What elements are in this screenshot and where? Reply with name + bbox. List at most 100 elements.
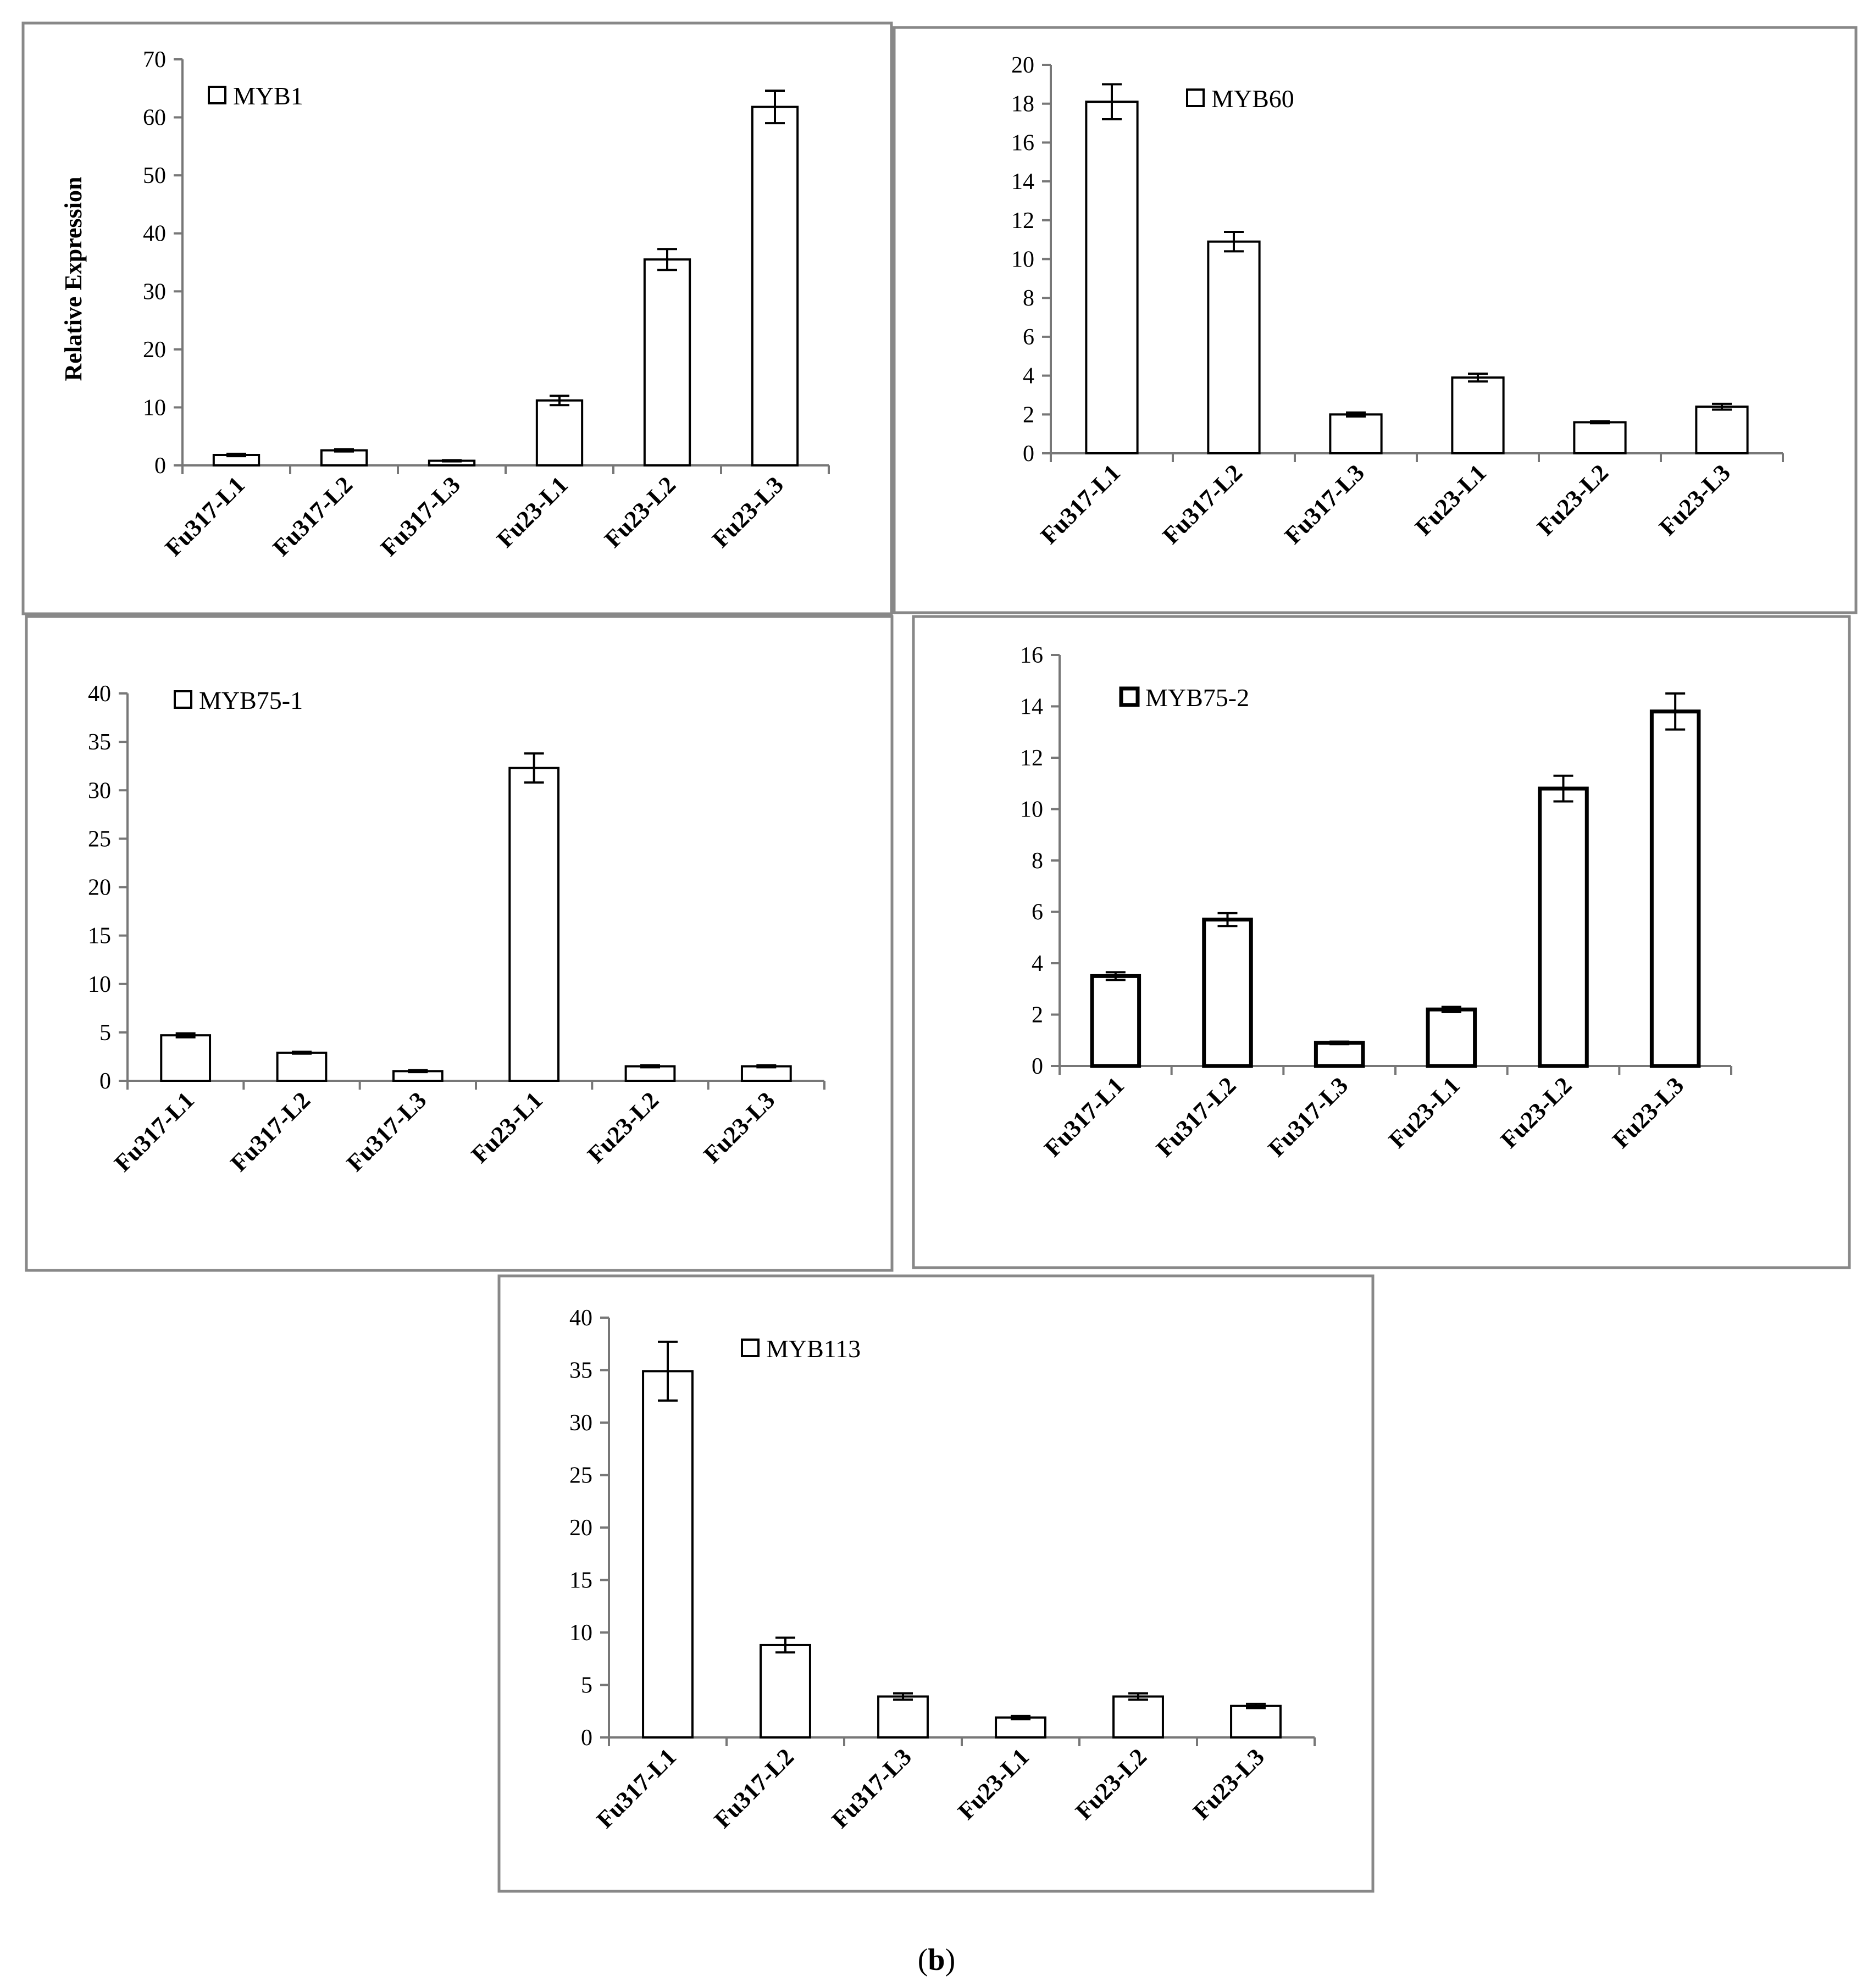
chart-myb75-1: 0 5 10 15 20 25 30 35 40 Fu317-L1 Fu317-L2 Fu317-L3… [88, 681, 825, 1177]
legend-label: MYB75-2 [1145, 684, 1249, 712]
category-label: Fu317-L2 [1151, 1071, 1241, 1162]
y-tick-label: 10 [88, 972, 111, 997]
bar [1202, 918, 1253, 1068]
category-label: Fu317-L3 [341, 1086, 431, 1176]
category-label: Fu23-L2 [1532, 459, 1614, 541]
bar [508, 767, 560, 1082]
figure-caption: (b) [918, 1943, 955, 1977]
category-label: Fu23-L1 [491, 471, 573, 553]
y-tick-label: 20 [1011, 53, 1034, 78]
y-tick-label: 20 [88, 875, 111, 901]
category-label: Fu23-L2 [599, 471, 681, 553]
bar [751, 105, 799, 467]
category-label: Fu23-L3 [1654, 459, 1736, 541]
chart-myb60: 0 2 4 6 8 10 12 14 16 18 20 Fu317-L1 Fu317-L2 Fu317-L… [1011, 53, 1784, 549]
legend-label: MYB113 [766, 1335, 861, 1363]
y-tick-label: 8 [1023, 286, 1034, 311]
bar [1573, 421, 1627, 455]
category-label: Fu317-L1 [109, 1086, 199, 1176]
bar [740, 1065, 792, 1082]
legend-label: MYB75-1 [199, 686, 303, 714]
bar [995, 1716, 1046, 1739]
y-tick-label: 14 [1011, 169, 1034, 195]
category-label: Fu23-L3 [707, 471, 789, 553]
bar [877, 1695, 929, 1739]
bar [760, 1643, 811, 1739]
category-label: Fu23-L1 [1383, 1071, 1465, 1153]
bar [276, 1051, 328, 1082]
legend-swatch [1119, 686, 1140, 707]
legend-label: MYB1 [233, 82, 303, 110]
legend-swatch [741, 1339, 760, 1357]
y-tick-label: 20 [143, 337, 166, 363]
bar [1230, 1704, 1282, 1739]
chart-myb75-2: 0 2 4 6 8 10 12 14 16 Fu317-L1 Fu317-L2 Fu317-L3 Fu2… [1020, 643, 1732, 1162]
bar [642, 1370, 694, 1739]
y-tick-label: 10 [569, 1620, 592, 1646]
category-label: Fu317-L3 [1279, 459, 1370, 549]
bar [1112, 1695, 1164, 1739]
bar [535, 399, 584, 467]
y-tick-label: 14 [1020, 695, 1043, 720]
y-tick-label: 25 [569, 1463, 592, 1489]
y-tick-label: 35 [88, 730, 111, 755]
bar [1207, 240, 1261, 454]
y-tick-label: 2 [1023, 402, 1034, 427]
panel-frame-myb1 [21, 21, 893, 615]
category-label: Fu23-L3 [1607, 1071, 1689, 1153]
bar [1538, 786, 1589, 1068]
category-label: Fu23-L2 [1495, 1071, 1577, 1153]
y-tick-label: 0 [99, 1069, 111, 1094]
y-tick-label: 16 [1011, 130, 1034, 156]
y-tick-label: 20 [569, 1515, 592, 1541]
bar [1314, 1041, 1365, 1068]
y-tick-label: 50 [143, 163, 166, 188]
category-label: Fu23-L1 [1410, 459, 1492, 541]
y-tick-label: 5 [581, 1673, 592, 1698]
bar [1426, 1007, 1477, 1068]
y-tick-label: 30 [88, 778, 111, 803]
y-tick-label: 5 [99, 1020, 111, 1046]
y-tick-label: 40 [569, 1306, 592, 1331]
y-tick-label: 12 [1011, 208, 1034, 234]
bar [320, 449, 368, 467]
y-tick-label: 6 [1032, 900, 1043, 925]
category-label: Fu317-L1 [591, 1743, 681, 1833]
y-tick-label: 10 [1020, 797, 1043, 823]
y-tick-label: 10 [1011, 247, 1034, 273]
y-tick-label: 15 [569, 1568, 592, 1593]
chart-myb1: 0 10 20 30 40 50 60 70 Fu317-L1 Fu317-L2 Fu317-L3 F… [60, 47, 830, 562]
bar [624, 1065, 676, 1082]
y-tick-label: 15 [88, 924, 111, 949]
y-tick-label: 8 [1032, 848, 1043, 874]
category-label: Fu317-L1 [160, 471, 250, 561]
y-tick-label: 35 [569, 1358, 592, 1384]
bar [1085, 101, 1139, 455]
y-tick-label: 70 [143, 47, 166, 73]
y-tick-label: 12 [1020, 746, 1043, 771]
bar [1649, 709, 1701, 1068]
y-tick-label: 40 [143, 221, 166, 247]
y-tick-label: 0 [1023, 441, 1034, 467]
category-label: Fu317-L3 [375, 471, 466, 561]
category-label: Fu23-L3 [699, 1086, 780, 1168]
category-label: Fu23-L2 [582, 1086, 664, 1168]
y-tick-label: 30 [569, 1411, 592, 1436]
category-label: Fu317-L2 [225, 1086, 315, 1176]
bar [160, 1034, 212, 1082]
y-tick-label: 60 [143, 105, 166, 131]
bar [1695, 406, 1749, 454]
panel-frame-myb75-2 [912, 615, 1851, 1269]
bar [643, 258, 691, 467]
category-label: Fu317-L2 [709, 1743, 799, 1833]
y-tick-label: 6 [1023, 325, 1034, 350]
legend-label: MYB60 [1211, 85, 1294, 113]
y-axis-label: Relative Expression [60, 177, 87, 381]
category-label: Fu317-L2 [1157, 459, 1248, 549]
y-tick-label: 0 [581, 1725, 592, 1751]
bar [1329, 413, 1383, 454]
chart-myb113: 0 5 10 15 20 25 30 35 40 Fu317-L1 Fu317-L2 Fu317-L3… [569, 1306, 1316, 1834]
y-tick-label: 4 [1032, 951, 1043, 976]
y-tick-label: 16 [1020, 643, 1043, 668]
y-tick-label: 25 [88, 826, 111, 852]
